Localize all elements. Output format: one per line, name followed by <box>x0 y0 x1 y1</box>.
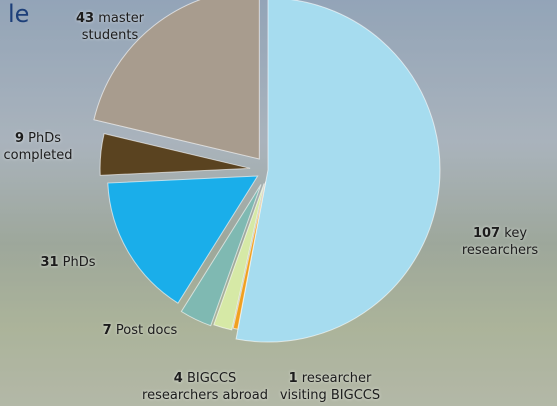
slice-label: 31 PhDs <box>13 254 123 271</box>
pie-slice <box>180 184 262 327</box>
pie-slice <box>93 0 260 160</box>
pie-slice <box>213 183 265 331</box>
slice-value: 107 <box>472 226 501 241</box>
slice-value: 9 <box>14 131 25 146</box>
slice-category: Post docs <box>115 323 178 338</box>
slice-label: 4 BIGCCS researchers abroad <box>140 370 270 404</box>
slice-value: 7 <box>102 323 112 338</box>
slice-label: 43 master students <box>55 10 165 44</box>
slice-label: 7 Post docs <box>85 322 195 339</box>
pie-slice <box>235 0 441 343</box>
slice-category: key researchers <box>461 226 539 258</box>
slice-value: 43 <box>75 11 95 26</box>
slice-value: 31 <box>40 255 59 270</box>
slice-category: BIGCCS researchers abroad <box>142 371 268 403</box>
slice-category: master students <box>81 11 145 43</box>
slice-value: 1 <box>288 371 298 386</box>
pie-slice <box>107 175 259 304</box>
slice-value: 4 <box>173 371 183 386</box>
slice-label: 1 researcher visiting BIGCCS <box>275 370 385 404</box>
pie-slice <box>99 133 251 176</box>
slice-label: 107 key researchers <box>445 225 555 259</box>
slice-label: 9 PhDs completed <box>0 130 83 164</box>
slice-category: researcher visiting BIGCCS <box>279 371 381 403</box>
slice-category: PhDs <box>62 255 96 270</box>
slice-category: PhDs completed <box>3 131 73 163</box>
chart-title: le <box>8 0 30 28</box>
pie-slice <box>232 181 267 330</box>
